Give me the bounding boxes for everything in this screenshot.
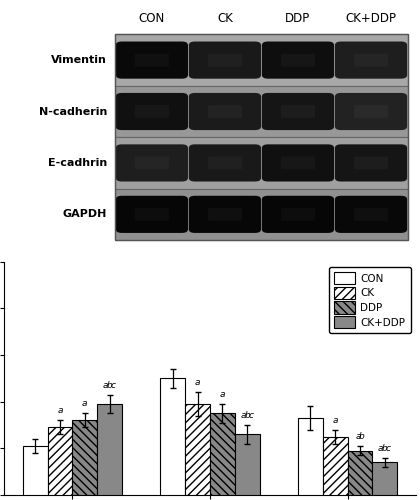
FancyBboxPatch shape	[281, 105, 315, 118]
FancyBboxPatch shape	[208, 156, 242, 170]
FancyBboxPatch shape	[335, 93, 407, 130]
Bar	[116, 137, 407, 188]
Text: b: b	[359, 432, 365, 441]
Text: b: b	[107, 380, 113, 390]
FancyBboxPatch shape	[135, 208, 169, 221]
Bar	[23, 446, 48, 495]
FancyBboxPatch shape	[189, 42, 261, 78]
Bar	[116, 86, 407, 137]
Text: b: b	[244, 411, 250, 420]
Legend: CON, CK, DDP, CK+DDP: CON, CK, DDP, CK+DDP	[329, 267, 411, 334]
FancyBboxPatch shape	[335, 196, 407, 233]
Bar	[298, 418, 323, 495]
Text: c: c	[386, 444, 391, 452]
Text: E-cadhrin: E-cadhrin	[48, 158, 107, 168]
Text: CK: CK	[217, 12, 233, 24]
FancyBboxPatch shape	[354, 208, 388, 221]
Bar	[372, 462, 397, 495]
Bar	[116, 188, 407, 240]
FancyBboxPatch shape	[189, 93, 261, 130]
Text: a: a	[57, 406, 63, 415]
FancyBboxPatch shape	[135, 156, 169, 170]
FancyBboxPatch shape	[262, 42, 334, 78]
FancyBboxPatch shape	[189, 144, 261, 182]
Text: a: a	[355, 432, 361, 441]
FancyBboxPatch shape	[116, 93, 188, 130]
Bar	[185, 404, 210, 495]
FancyBboxPatch shape	[208, 54, 242, 66]
Bar	[210, 414, 235, 495]
Text: CON: CON	[139, 12, 165, 24]
Text: a: a	[103, 380, 108, 390]
FancyBboxPatch shape	[262, 144, 334, 182]
Text: GAPDH: GAPDH	[63, 210, 107, 220]
Text: N-cadherin: N-cadherin	[39, 106, 107, 117]
Text: c: c	[249, 411, 254, 420]
FancyBboxPatch shape	[354, 105, 388, 118]
Text: Vimentin: Vimentin	[51, 55, 107, 65]
Bar	[48, 428, 72, 495]
Bar	[116, 34, 407, 86]
FancyBboxPatch shape	[208, 105, 242, 118]
Bar	[323, 436, 348, 495]
FancyBboxPatch shape	[262, 93, 334, 130]
Bar	[160, 378, 185, 495]
Bar	[72, 420, 97, 495]
Text: a: a	[378, 444, 383, 452]
Text: a: a	[241, 411, 246, 420]
Text: a: a	[82, 400, 87, 408]
Bar	[348, 450, 372, 495]
FancyBboxPatch shape	[281, 54, 315, 66]
FancyBboxPatch shape	[262, 196, 334, 233]
Text: b: b	[382, 444, 388, 452]
FancyBboxPatch shape	[135, 54, 169, 66]
Text: a: a	[333, 416, 338, 424]
FancyBboxPatch shape	[116, 196, 188, 233]
Text: CK+DDP: CK+DDP	[346, 12, 396, 24]
FancyBboxPatch shape	[354, 54, 388, 66]
Text: DDP: DDP	[285, 12, 311, 24]
FancyBboxPatch shape	[354, 156, 388, 170]
FancyBboxPatch shape	[208, 208, 242, 221]
FancyBboxPatch shape	[335, 42, 407, 78]
FancyBboxPatch shape	[335, 144, 407, 182]
FancyBboxPatch shape	[281, 208, 315, 221]
FancyBboxPatch shape	[116, 42, 188, 78]
FancyBboxPatch shape	[189, 196, 261, 233]
FancyBboxPatch shape	[135, 105, 169, 118]
Text: a: a	[220, 390, 225, 399]
Text: c: c	[111, 380, 116, 390]
Bar	[116, 34, 407, 240]
FancyBboxPatch shape	[281, 156, 315, 170]
Text: a: a	[195, 378, 200, 388]
FancyBboxPatch shape	[116, 144, 188, 182]
Bar	[97, 404, 122, 495]
Bar	[235, 434, 260, 495]
